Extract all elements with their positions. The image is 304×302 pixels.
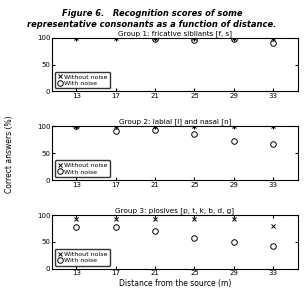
Without noise (74, 125, 78, 128)
With noise (114, 129, 118, 133)
Without noise (193, 36, 196, 40)
With noise (74, 225, 78, 229)
With noise (153, 128, 157, 132)
With noise (74, 125, 78, 128)
Line: With noise: With noise (152, 36, 276, 46)
Without noise (114, 217, 118, 221)
Without noise (271, 36, 275, 40)
Line: With noise: With noise (74, 224, 276, 249)
Without noise (271, 224, 275, 228)
With noise (153, 229, 157, 233)
Without noise (193, 217, 196, 221)
Line: Without noise: Without noise (74, 36, 275, 40)
With noise (153, 37, 157, 41)
Without noise (74, 217, 78, 221)
With noise (114, 225, 118, 229)
Without noise (74, 36, 78, 40)
Line: With noise: With noise (74, 124, 276, 147)
Without noise (153, 125, 157, 128)
With noise (193, 133, 196, 136)
Title: Group 3: plosives [p, t, k, b, d, g]: Group 3: plosives [p, t, k, b, d, g] (115, 207, 234, 214)
With noise (232, 37, 236, 41)
Without noise (232, 36, 236, 40)
With noise (271, 244, 275, 248)
Without noise (114, 36, 118, 40)
Legend: Without noise, With noise: Without noise, With noise (55, 160, 110, 177)
Without noise (114, 125, 118, 128)
With noise (232, 139, 236, 143)
Without noise (271, 125, 275, 128)
With noise (232, 240, 236, 244)
Text: representative consonants as a function of distance.: representative consonants as a function … (27, 20, 277, 29)
With noise (193, 39, 196, 42)
With noise (271, 41, 275, 45)
Without noise (232, 125, 236, 128)
Text: Correct answers (%): Correct answers (%) (5, 115, 14, 193)
X-axis label: Distance from the source (m): Distance from the source (m) (119, 279, 231, 288)
Without noise (232, 217, 236, 221)
Title: Group 2: labial [l] and nasal [n]: Group 2: labial [l] and nasal [n] (119, 119, 231, 125)
With noise (193, 236, 196, 239)
Without noise (153, 36, 157, 40)
Line: Without noise: Without noise (74, 124, 275, 128)
Line: Without noise: Without noise (74, 217, 275, 228)
With noise (271, 142, 275, 146)
Legend: Without noise, With noise: Without noise, With noise (55, 249, 110, 266)
Without noise (153, 217, 157, 221)
Text: Figure 6.   Recognition scores of some: Figure 6. Recognition scores of some (62, 9, 242, 18)
Legend: Without noise, With noise: Without noise, With noise (55, 72, 110, 88)
Title: Group 1: fricative sibilants [f, s]: Group 1: fricative sibilants [f, s] (118, 30, 232, 37)
Without noise (193, 125, 196, 128)
